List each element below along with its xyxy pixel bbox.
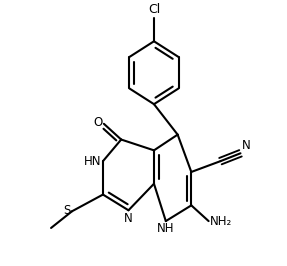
Text: N: N [124,211,133,225]
Text: Cl: Cl [148,3,160,16]
Text: HN: HN [84,155,101,168]
Text: NH₂: NH₂ [210,215,232,228]
Text: N: N [242,139,251,152]
Text: S: S [63,204,71,217]
Text: NH: NH [157,222,174,235]
Text: O: O [93,116,102,129]
